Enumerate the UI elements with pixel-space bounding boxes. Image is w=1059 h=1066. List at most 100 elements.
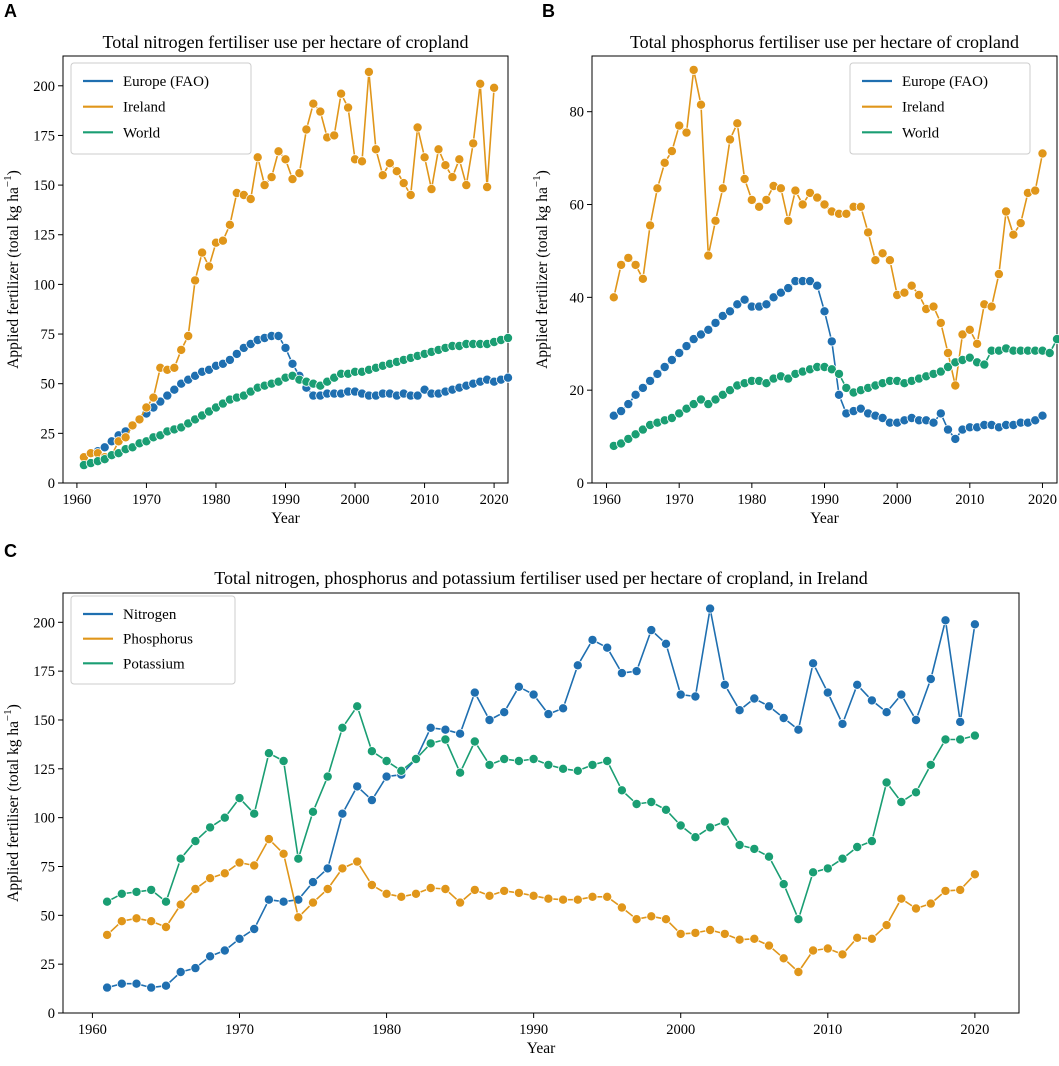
data-point bbox=[783, 373, 794, 384]
data-point bbox=[352, 701, 363, 712]
data-point bbox=[855, 201, 866, 212]
data-point bbox=[986, 301, 997, 312]
data-point bbox=[812, 280, 823, 291]
data-point bbox=[499, 885, 510, 896]
data-point bbox=[608, 292, 619, 303]
y-axis-label-exponent: −1 bbox=[2, 709, 14, 721]
data-point bbox=[659, 157, 670, 168]
data-point bbox=[623, 252, 634, 263]
data-point bbox=[969, 619, 980, 630]
data-point bbox=[725, 385, 736, 396]
data-point bbox=[911, 787, 922, 798]
y-axis-label-end: ) bbox=[5, 170, 22, 175]
data-point bbox=[489, 82, 500, 93]
data-point bbox=[717, 183, 728, 194]
data-point bbox=[881, 920, 892, 931]
data-point bbox=[826, 336, 837, 347]
data-point bbox=[278, 848, 289, 859]
data-point bbox=[717, 310, 728, 321]
data-point bbox=[690, 691, 701, 702]
y-axis-label: Applied fertilizer (total kg ha−1) bbox=[2, 170, 22, 369]
series-ireland bbox=[78, 66, 500, 463]
data-point bbox=[870, 255, 881, 266]
data-point bbox=[979, 359, 990, 370]
data-point bbox=[688, 334, 699, 345]
data-point bbox=[928, 301, 939, 312]
data-point bbox=[116, 888, 127, 899]
x-tick-label: 1980 bbox=[201, 492, 230, 508]
data-point bbox=[219, 945, 230, 956]
data-point bbox=[652, 183, 663, 194]
data-point bbox=[1030, 185, 1041, 196]
legend: Nitrogen Phosphorus Potassium bbox=[70, 595, 236, 685]
data-point bbox=[793, 967, 804, 978]
data-point bbox=[837, 853, 848, 864]
plot-frame bbox=[62, 592, 1020, 1014]
data-point bbox=[337, 722, 348, 733]
data-point bbox=[696, 394, 707, 405]
data-point bbox=[674, 120, 685, 131]
data-point bbox=[224, 354, 235, 365]
data-point bbox=[396, 765, 407, 776]
data-point bbox=[410, 754, 421, 765]
data-point bbox=[190, 836, 201, 847]
data-point bbox=[675, 689, 686, 700]
data-point bbox=[661, 804, 672, 815]
data-point bbox=[266, 172, 277, 183]
data-point bbox=[675, 928, 686, 939]
data-point bbox=[602, 891, 613, 902]
data-point bbox=[234, 933, 245, 944]
data-point bbox=[162, 390, 173, 401]
data-point bbox=[866, 836, 877, 847]
data-point bbox=[675, 820, 686, 831]
data-point bbox=[630, 429, 641, 440]
data-point bbox=[176, 344, 187, 355]
data-point bbox=[631, 799, 642, 810]
x-tick-label: 2020 bbox=[960, 1022, 989, 1038]
data-point bbox=[278, 896, 289, 907]
y-tick-label: 125 bbox=[33, 762, 55, 778]
data-point bbox=[391, 166, 402, 177]
y-tick-label: 60 bbox=[570, 198, 585, 214]
data-point bbox=[652, 368, 663, 379]
data-point bbox=[273, 330, 284, 341]
data-point bbox=[280, 342, 291, 353]
data-point bbox=[616, 668, 627, 679]
y-axis-label: Applied fertilizer (total kg ha−1) bbox=[531, 170, 551, 369]
y-axis-label: Applied fertiliser (total kg ha−1) bbox=[2, 704, 22, 902]
data-point bbox=[120, 432, 131, 443]
data-point bbox=[1037, 410, 1048, 421]
data-point bbox=[797, 199, 808, 210]
x-axis-label: Year bbox=[271, 510, 300, 527]
data-point bbox=[822, 943, 833, 954]
data-point bbox=[469, 884, 480, 895]
data-point bbox=[623, 399, 634, 410]
data-point bbox=[146, 982, 157, 993]
x-tick-label: 1960 bbox=[78, 1022, 107, 1038]
data-point bbox=[681, 341, 692, 352]
data-point bbox=[499, 707, 510, 718]
data-point bbox=[674, 347, 685, 358]
data-point bbox=[734, 934, 745, 945]
data-point bbox=[732, 299, 743, 310]
data-point bbox=[412, 390, 423, 401]
data-point bbox=[852, 679, 863, 690]
data-point bbox=[454, 154, 465, 165]
data-point bbox=[793, 914, 804, 925]
data-point bbox=[558, 763, 569, 774]
data-point bbox=[911, 903, 922, 914]
data-point bbox=[482, 182, 493, 193]
data-point bbox=[131, 978, 142, 989]
data-point bbox=[405, 189, 416, 200]
data-point bbox=[834, 368, 845, 379]
data-point bbox=[884, 255, 895, 266]
legend-label: Europe (FAO) bbox=[123, 74, 209, 90]
data-point bbox=[793, 724, 804, 735]
data-point bbox=[307, 877, 318, 888]
data-point bbox=[705, 822, 716, 833]
data-point bbox=[329, 130, 340, 141]
data-point bbox=[616, 259, 627, 270]
data-point bbox=[855, 403, 866, 414]
data-point bbox=[637, 273, 648, 284]
data-point bbox=[322, 771, 333, 782]
